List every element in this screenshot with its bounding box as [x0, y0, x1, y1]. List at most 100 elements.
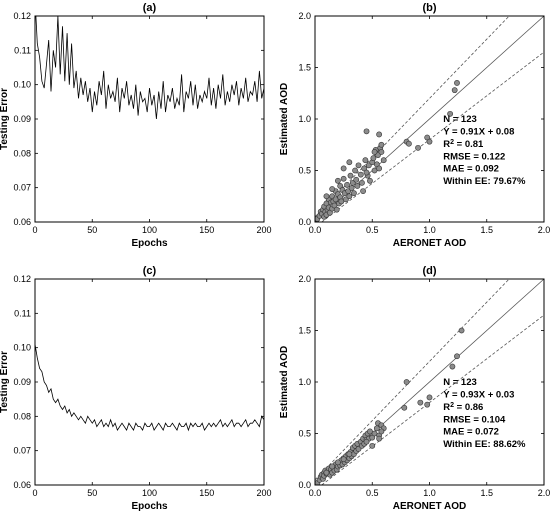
- data-point: [449, 363, 456, 370]
- x-tick-label: 1.5: [480, 225, 493, 235]
- data-point: [426, 138, 433, 145]
- data-point: [323, 469, 330, 476]
- x-tick-label: 0.5: [366, 488, 379, 498]
- x-tick-label: 100: [142, 488, 157, 498]
- data-point: [333, 206, 340, 213]
- y-tick-label: 0.09: [13, 377, 31, 387]
- ee-lower-line: [321, 314, 544, 485]
- series-line: [35, 344, 264, 432]
- data-point: [378, 149, 385, 155]
- panel-label-a: (a): [143, 2, 157, 14]
- x-axis-title: Epochs: [131, 238, 168, 249]
- y-tick-label: 0.09: [13, 114, 31, 124]
- plot-frame: [34, 278, 265, 486]
- data-point: [458, 327, 465, 334]
- x-tick-label: 1.5: [480, 488, 493, 498]
- y-tick-label: 0.11: [14, 308, 31, 318]
- y-tick-label: 1.0: [298, 377, 311, 387]
- y-tick-label: 0.10: [13, 343, 31, 353]
- data-point: [344, 182, 350, 188]
- stats-line: MAE = 0.092: [443, 164, 499, 175]
- data-point: [340, 175, 347, 182]
- data-point: [454, 80, 460, 86]
- data-point: [370, 155, 377, 162]
- data-point: [424, 401, 431, 408]
- data-point: [403, 379, 410, 385]
- data-point: [354, 183, 361, 189]
- data-point: [347, 172, 354, 179]
- x-tick-label: 100: [142, 225, 157, 235]
- y-tick-label: 0.07: [13, 183, 31, 193]
- stats-line: RMSE = 0.104: [443, 414, 506, 425]
- panel-label-d: (d): [422, 265, 436, 277]
- x-tick-label: 150: [199, 488, 214, 498]
- stats-line: R2 = 0.81: [443, 139, 484, 150]
- x-tick-label: 1.0: [423, 488, 436, 498]
- data-point: [351, 190, 357, 197]
- y-tick-label: 0.5: [298, 429, 311, 439]
- x-tick-label: 0.0: [309, 225, 322, 235]
- data-point: [352, 167, 358, 174]
- y-tick-label: 0.0: [298, 480, 311, 490]
- y-tick-label: 0.06: [13, 217, 31, 227]
- data-point: [376, 131, 383, 138]
- plot-frame: [34, 15, 265, 223]
- x-tick-label: 0.5: [366, 225, 379, 235]
- stats-line: N = 123: [443, 377, 477, 388]
- y-axis-title: Estimated AOD: [279, 83, 290, 155]
- data-point: [415, 144, 421, 151]
- x-axis-title: AERONET AOD: [393, 238, 467, 249]
- data-point: [447, 110, 454, 117]
- x-tick-label: 2.0: [538, 225, 550, 235]
- data-point: [363, 169, 370, 176]
- y-tick-label: 0.06: [13, 480, 31, 490]
- x-tick-label: 1.0: [423, 225, 436, 235]
- data-point: [334, 459, 341, 466]
- x-tick-label: 200: [256, 225, 271, 235]
- y-tick-label: 0.12: [13, 274, 31, 284]
- stats-line: MAE = 0.072: [443, 427, 499, 438]
- y-tick-label: 0.5: [298, 166, 311, 176]
- data-point: [451, 87, 458, 94]
- x-tick-label: 200: [256, 488, 271, 498]
- data-point: [346, 159, 353, 166]
- data-point: [360, 188, 366, 194]
- y-tick-label: 0.08: [13, 148, 31, 158]
- x-tick-label: 150: [199, 225, 214, 235]
- y-tick-label: 0.0: [298, 217, 311, 227]
- x-tick-label: 0: [32, 488, 37, 498]
- y-tick-label: 0.07: [13, 446, 31, 456]
- data-point: [371, 149, 378, 155]
- y-tick-label: 2.0: [298, 11, 311, 21]
- data-point: [417, 399, 424, 406]
- y-tick-label: 0.12: [13, 11, 31, 21]
- data-point: [357, 171, 364, 178]
- data-point: [362, 157, 369, 164]
- data-point: [329, 186, 336, 192]
- stats-line: Y = 0.91X + 0.08: [443, 126, 514, 137]
- y-axis-title: Testing Error: [0, 351, 10, 413]
- y-tick-label: 0.11: [14, 45, 31, 55]
- x-tick-label: 0.0: [309, 488, 322, 498]
- data-point: [359, 179, 365, 186]
- stats-line: N = 123: [443, 114, 477, 125]
- data-point: [367, 177, 373, 184]
- y-tick-label: 1.5: [298, 63, 311, 73]
- y-tick-label: 0.08: [13, 411, 31, 421]
- x-tick-label: 50: [87, 225, 97, 235]
- data-point: [378, 428, 385, 435]
- data-point: [373, 425, 380, 432]
- stats-line: Within EE: 88.62%: [443, 439, 526, 450]
- data-point: [405, 140, 412, 147]
- data-point: [426, 394, 433, 401]
- ee-lower-line: [321, 51, 544, 222]
- data-point: [369, 442, 376, 449]
- data-point: [380, 157, 387, 164]
- data-point: [348, 185, 355, 191]
- data-point: [329, 463, 336, 470]
- stats-line: R2 = 0.86: [443, 402, 483, 413]
- data-point: [346, 193, 353, 200]
- data-point: [346, 451, 353, 457]
- plot-frame: [314, 278, 545, 486]
